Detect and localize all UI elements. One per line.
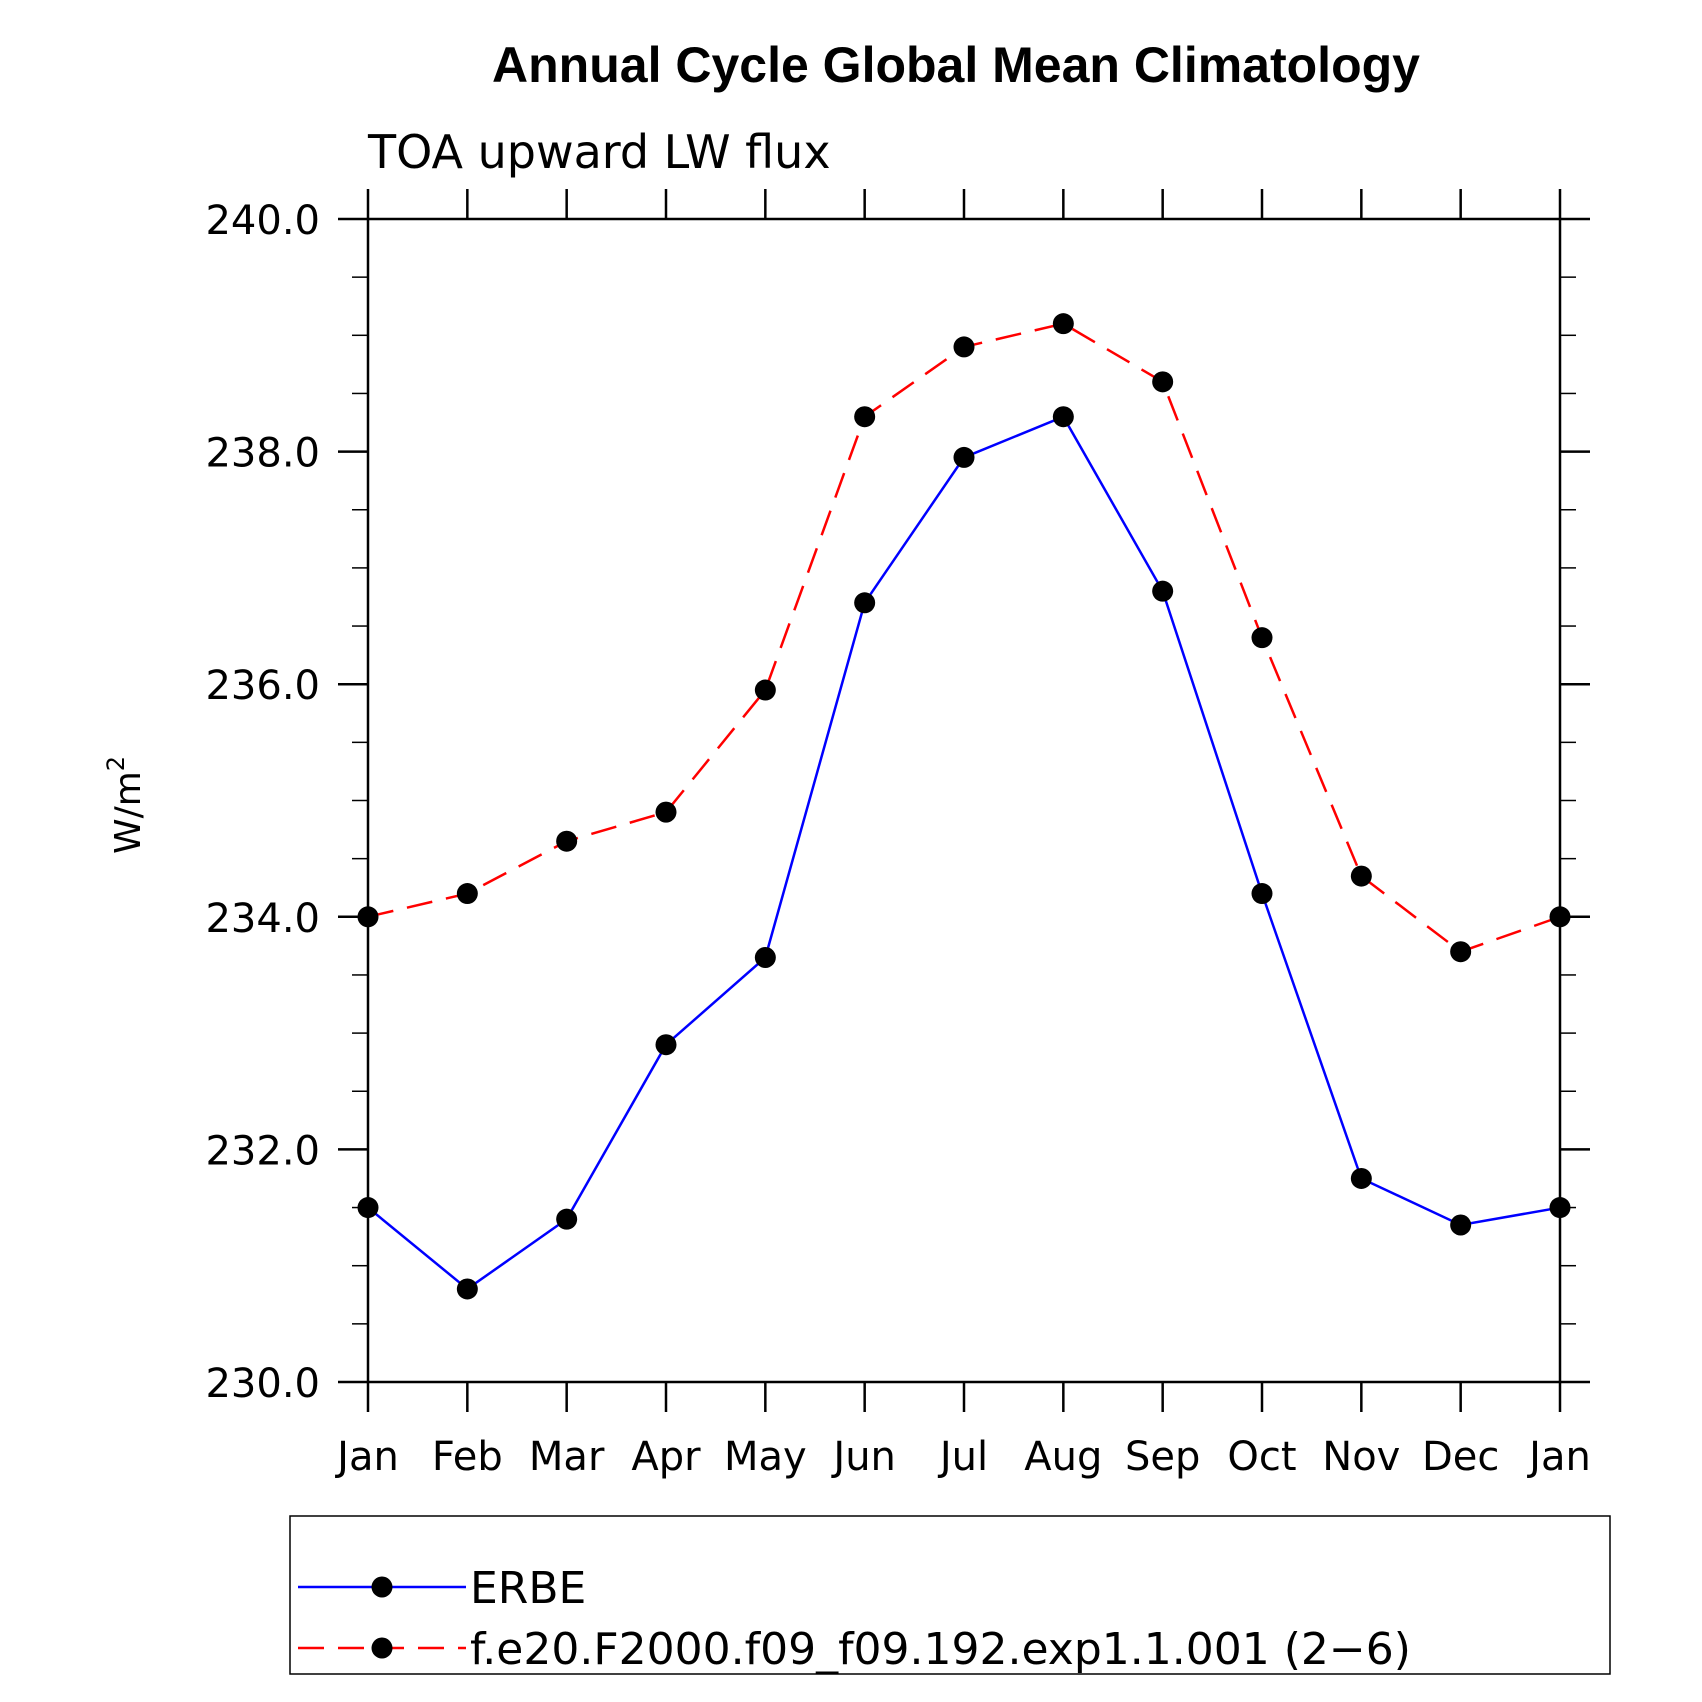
x-tick-label: Jan <box>334 1434 399 1480</box>
data-point <box>854 592 876 614</box>
x-tick-label: Mar <box>529 1434 605 1480</box>
series-1 <box>357 406 1571 1300</box>
y-tick-label: 240.0 <box>205 198 320 244</box>
x-tick-label: Dec <box>1422 1434 1499 1480</box>
legend-marker <box>371 1576 393 1598</box>
data-point <box>456 1278 478 1300</box>
data-point <box>754 679 776 701</box>
legend-marker <box>371 1637 393 1659</box>
chart-title: Annual Cycle Global Mean Climatology <box>492 37 1420 93</box>
series-line <box>367 415 1561 1291</box>
data-point <box>1350 1167 1372 1189</box>
data-point <box>655 1034 677 1056</box>
data-point <box>1251 883 1273 905</box>
data-point <box>754 947 776 969</box>
y-tick-label: 232.0 <box>205 1128 320 1174</box>
data-point <box>1450 1214 1472 1236</box>
data-point <box>1549 906 1571 928</box>
x-tick-label: Jul <box>937 1434 988 1480</box>
series-layer <box>357 313 1571 1300</box>
legend-box <box>289 1515 1611 1675</box>
x-tick-label: Oct <box>1227 1434 1296 1480</box>
y-tick-label: 236.0 <box>205 663 320 709</box>
x-tick-label: Sep <box>1125 1434 1200 1480</box>
y-tick-label: 234.0 <box>205 896 320 942</box>
legend: ERBE f.e20.F2000.f09_f09.192.exp1.1.001 (… <box>289 1515 1611 1675</box>
data-point <box>456 883 478 905</box>
data-point <box>953 336 975 358</box>
data-point <box>953 446 975 468</box>
data-point <box>655 801 677 823</box>
legend-label: f.e20.F2000.f09_f09.192.exp1.1.001 (2−6) <box>470 1624 1411 1675</box>
data-point <box>1549 1197 1571 1219</box>
chart-subtitle: TOA upward LW flux <box>367 125 831 179</box>
data-point <box>1350 865 1372 887</box>
x-tick-label: Nov <box>1322 1434 1400 1480</box>
x-tick-label: Feb <box>432 1434 503 1480</box>
data-point <box>357 1197 379 1219</box>
plot-axes: 230.0 232.0 234.0 236.0 238.0 240.0 Jan Feb Mar A… <box>205 189 1591 1480</box>
data-point <box>854 406 876 428</box>
series-line <box>367 322 1561 954</box>
legend-label: ERBE <box>470 1563 586 1614</box>
data-point <box>556 830 578 852</box>
data-point <box>1152 580 1174 602</box>
data-point <box>1152 371 1174 393</box>
plot-frame <box>366 217 1562 1384</box>
series-2 <box>357 313 1571 963</box>
data-point <box>1052 406 1074 428</box>
data-point <box>1251 627 1273 649</box>
y-axis-label-base: W/m <box>108 771 149 854</box>
x-tick-label: Jan <box>1526 1434 1591 1480</box>
x-tick-label: Apr <box>631 1434 701 1480</box>
x-tick-label: May <box>724 1434 807 1480</box>
x-tick-label: Aug <box>1024 1434 1102 1480</box>
y-axis-label-superscript: 2 <box>102 756 130 771</box>
data-point <box>357 906 379 928</box>
data-point <box>1052 313 1074 335</box>
y-axis-label: W/m2 <box>102 756 149 854</box>
y-tick-label: 230.0 <box>205 1361 320 1407</box>
data-point <box>556 1208 578 1230</box>
y-tick-label: 238.0 <box>205 431 320 477</box>
x-tick-label: Jun <box>830 1434 896 1480</box>
data-point <box>1450 941 1472 963</box>
